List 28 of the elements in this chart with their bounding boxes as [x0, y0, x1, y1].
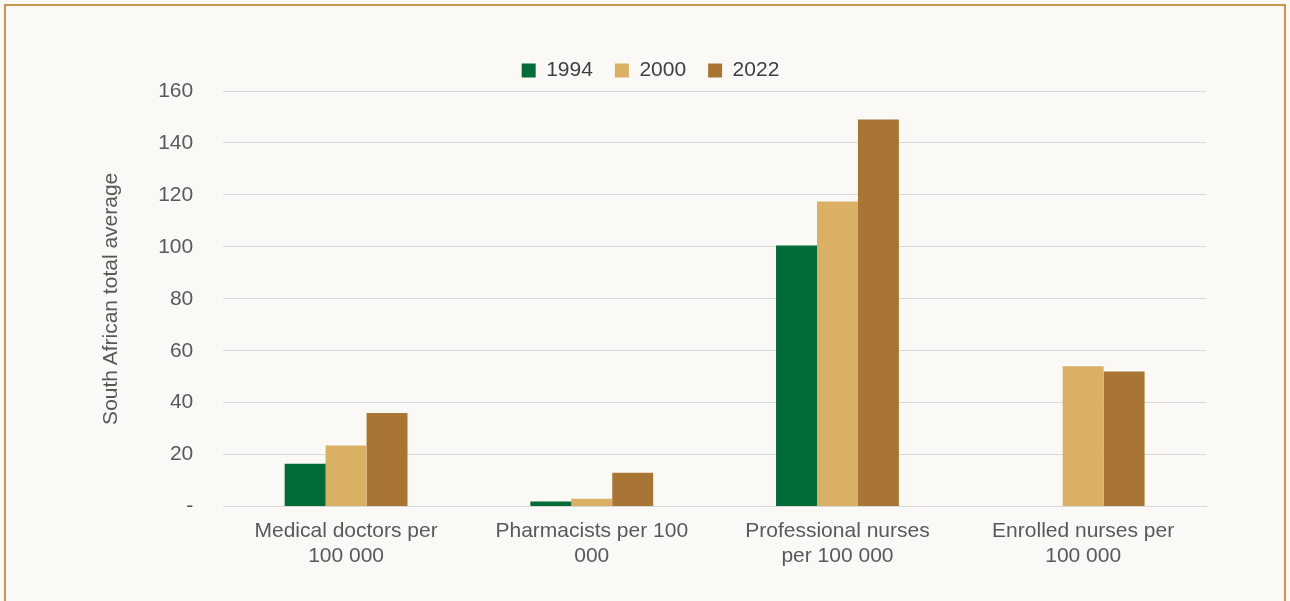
bar — [857, 119, 899, 507]
x-tick-label: Pharmacists per 100 000 — [495, 518, 689, 567]
y-tick-label: 100 — [158, 233, 194, 257]
y-tick-label: 140 — [158, 129, 194, 153]
y-tick-label: 40 — [169, 389, 194, 413]
y-tick-label: 20 — [169, 441, 194, 465]
bar — [776, 245, 817, 507]
bar — [366, 413, 408, 507]
bar — [571, 498, 613, 507]
bar — [325, 445, 367, 507]
bar — [530, 501, 572, 507]
legend-label: 1994 — [546, 57, 594, 81]
y-tick-label: 120 — [158, 181, 194, 205]
y-tick-label: - — [186, 493, 194, 517]
bar — [1062, 366, 1104, 507]
y-tick-label: 80 — [169, 285, 194, 309]
legend-label: 2000 — [639, 57, 687, 81]
x-tick-label: Professional nurses per 100 000 — [745, 518, 930, 567]
x-tick-label: Medical doctors per 100 000 — [254, 518, 438, 567]
y-tick-label: 60 — [169, 337, 194, 361]
y-tick-label: 160 — [158, 77, 194, 101]
bar — [612, 472, 654, 507]
bar — [284, 463, 326, 507]
legend-label: 2022 — [732, 57, 780, 81]
bar — [816, 201, 858, 507]
x-tick-label: Enrolled nurses per 100 000 — [992, 518, 1175, 567]
bar — [1103, 371, 1145, 507]
y-axis-title: South African total average — [98, 172, 122, 425]
